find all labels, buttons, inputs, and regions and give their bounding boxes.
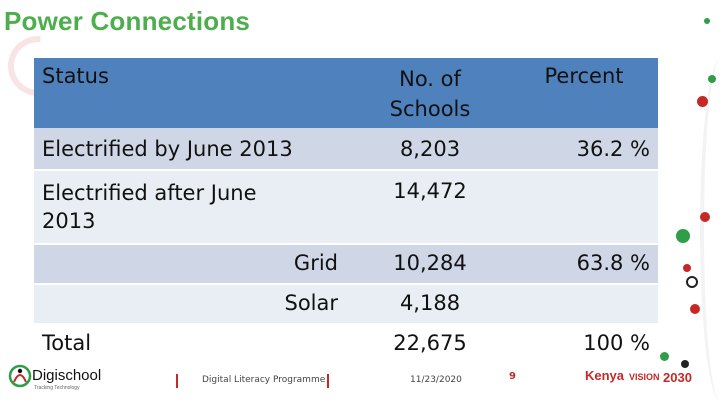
row-schools: 8,203: [350, 128, 510, 171]
slide-title: Power Connections: [4, 6, 251, 36]
footer-date: 11/23/2020: [410, 375, 462, 385]
table-row-total: Total 22,675 100 %: [34, 324, 658, 358]
row-label-text: Electrified after June 2013: [42, 181, 257, 233]
header-schools: No. of Schools: [350, 58, 510, 128]
row-label: Electrified by June 2013: [34, 128, 350, 171]
footer-divider: [327, 374, 329, 388]
row-percent: 36.2 %: [510, 128, 658, 171]
row-label: Total: [34, 324, 350, 358]
row-label: Solar: [34, 284, 350, 325]
kenya-vision-2030-logo: Kenya VISION 2030: [585, 368, 692, 385]
vision-label: VISION: [629, 372, 660, 382]
decorative-dot: [686, 276, 698, 288]
row-percent: 100 %: [510, 324, 658, 358]
decorative-dot: [697, 96, 708, 107]
table-row: Electrified by June 2013 8,203 36.2 %: [34, 128, 658, 171]
row-label: Electrified after June 2013: [34, 170, 350, 245]
decorative-dot: [683, 264, 691, 272]
logo-text: Digischool: [32, 367, 101, 384]
vision-brand: Kenya: [585, 368, 625, 383]
row-schools: 10,284: [350, 244, 510, 285]
logo-tagline: Tracking Technology: [34, 385, 80, 391]
header-status: Status: [34, 58, 350, 128]
decorative-dot: [704, 18, 710, 24]
header-schools-text: No. of Schools: [389, 67, 471, 121]
row-percent: [510, 284, 658, 325]
footer-programme: Digital Literacy Programme: [202, 375, 326, 385]
row-label: Grid: [34, 244, 350, 285]
vision-year: 2030: [663, 370, 692, 385]
decorative-side-arc: [700, 60, 720, 400]
decorative-dot: [700, 212, 710, 222]
row-percent: 63.8 %: [510, 244, 658, 285]
row-schools: 4,188: [350, 284, 510, 325]
decorative-dot: [690, 304, 700, 314]
header-percent: Percent: [510, 58, 658, 128]
table-row: Grid 10,284 63.8 %: [34, 244, 658, 285]
table-header-row: Status No. of Schools Percent: [34, 58, 658, 128]
row-schools: 14,472: [350, 170, 510, 245]
decorative-dot: [676, 229, 690, 243]
row-percent: [510, 170, 658, 245]
footer-divider: [176, 374, 178, 388]
table-row: Solar 4,188: [34, 284, 658, 325]
power-connections-table: Status No. of Schools Percent Electrifie…: [34, 58, 658, 358]
decorative-dot: [681, 360, 689, 368]
table-row: Electrified after June 2013 14,472: [34, 170, 658, 245]
decorative-dot: [660, 352, 669, 361]
page-number: 9: [509, 371, 516, 382]
row-schools: 22,675: [350, 324, 510, 358]
decorative-dot: [708, 75, 716, 83]
digischool-logo: Digischool Tracking Technology: [8, 364, 101, 391]
